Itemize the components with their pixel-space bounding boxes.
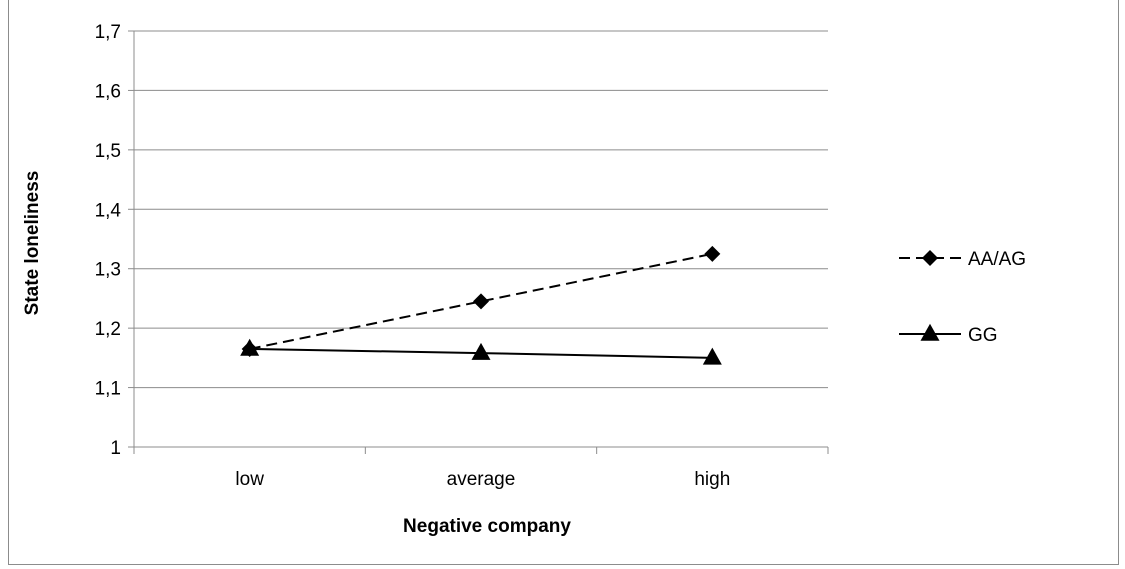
chart-frame <box>8 0 1119 565</box>
series-line-aa-ag <box>249 252 713 350</box>
gridlines <box>134 30 828 389</box>
legend-label: AA/AG <box>968 249 1026 270</box>
x-tick-labels: low average high <box>235 469 730 490</box>
data-point-aa-ag <box>473 293 489 310</box>
y-tick-label: 1,6 <box>95 81 121 102</box>
y-tick-label: 1 <box>110 438 121 459</box>
y-tick-label: 1,4 <box>95 200 122 221</box>
axes <box>128 30 829 454</box>
y-tick-labels: 1 1,1 1,2 1,3 1,4 1,5 1,6 1,7 <box>95 22 122 459</box>
data-point-gg <box>471 342 491 360</box>
legend: AA/AG GG <box>899 249 1026 346</box>
x-tick-label: high <box>694 469 730 490</box>
legend-marker <box>922 250 938 266</box>
y-axis-title: State loneliness <box>22 171 43 316</box>
x-axis-title: Negative company <box>403 516 571 537</box>
data-point-aa-ag <box>704 245 721 262</box>
series <box>240 245 722 365</box>
x-tick-label: low <box>235 469 264 490</box>
data-point-gg <box>702 347 722 365</box>
y-tick-label: 1,3 <box>95 260 121 281</box>
x-tick-label: average <box>447 469 516 490</box>
legend-marker <box>920 323 940 341</box>
y-tick-label: 1,7 <box>95 22 121 43</box>
y-tick-label: 1,2 <box>95 319 121 340</box>
y-tick-label: 1,1 <box>95 379 121 400</box>
legend-label: GG <box>968 325 998 346</box>
y-tick-label: 1,5 <box>95 141 121 162</box>
data-point-gg <box>240 338 260 356</box>
